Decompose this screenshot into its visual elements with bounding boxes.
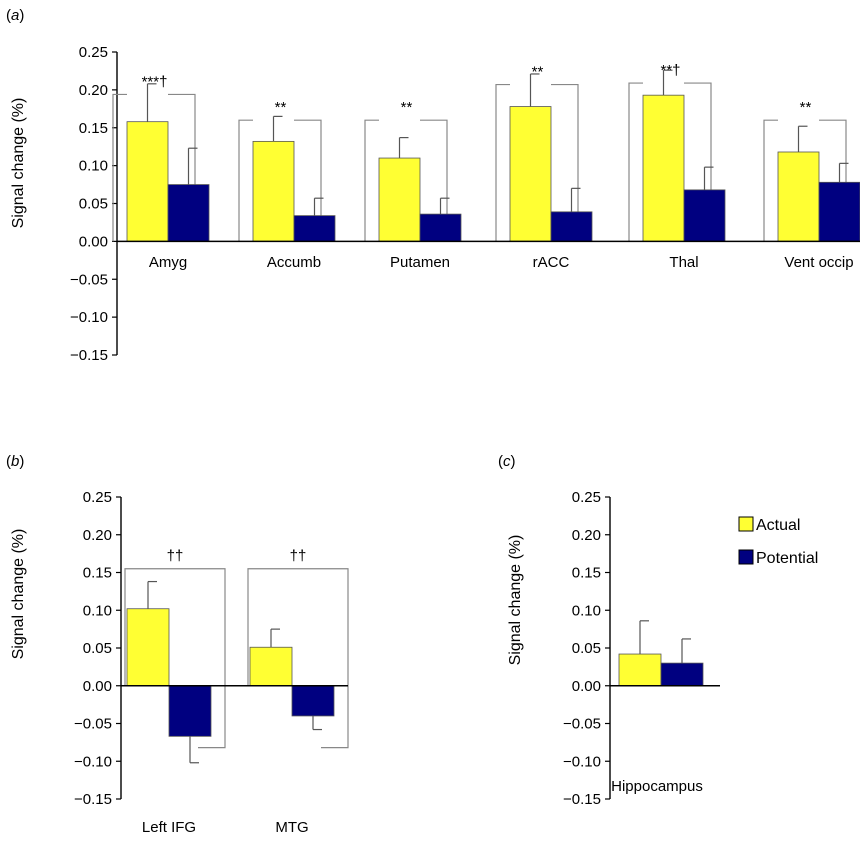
- y-tick-label: 0.15: [83, 565, 112, 582]
- bar-actual: [249, 646, 293, 687]
- y-tick-label: 0.10: [572, 602, 601, 619]
- bar-potential: [293, 215, 336, 242]
- bar-potential: [660, 662, 704, 687]
- y-tick-label: 0.00: [83, 678, 112, 695]
- bar-potential: [291, 685, 335, 717]
- y-tick-label: 0.05: [83, 640, 112, 657]
- panel-label-c: (c): [498, 453, 516, 470]
- bar-actual: [126, 608, 170, 687]
- significance-marker: **: [401, 99, 413, 116]
- legend: Actual Potential: [738, 516, 818, 567]
- legend-label-potential: Potential: [756, 550, 818, 567]
- y-tick-label: 0.05: [79, 196, 108, 213]
- y-tick-label: 0.10: [79, 158, 108, 175]
- significance-marker: ††: [290, 548, 307, 565]
- category-label: MTG: [275, 819, 308, 836]
- y-tick-label: 0.05: [572, 640, 601, 657]
- y-tick-label: 0.25: [572, 489, 601, 506]
- bar-actual: [378, 157, 421, 242]
- y-tick-label: −0.05: [74, 716, 112, 733]
- panel-b: (b) Signal change (%) 0.25 0.20 0.15 0.10 0.…: [6, 453, 349, 836]
- bar-actual: [509, 106, 552, 242]
- panel-c: (c) Signal change (%) Actual Potential 0…: [498, 453, 818, 808]
- panel-a: (a) Signal change (%) 0.25 0.20 0.15 0.10 0.…: [6, 7, 860, 364]
- bar-actual: [618, 653, 662, 687]
- category-label: rACC: [533, 254, 570, 271]
- significance-bracket: [247, 568, 349, 749]
- y-tick-label: 0.15: [572, 565, 601, 582]
- y-axis-label-b: Signal change (%): [10, 529, 27, 660]
- bar-potential: [683, 189, 726, 242]
- legend-swatch-potential: [738, 549, 754, 565]
- y-tick-label: −0.10: [70, 309, 108, 326]
- y-tick-label: −0.05: [70, 271, 108, 288]
- significance-bracket: [124, 568, 226, 749]
- panel-label-b: (b): [6, 453, 24, 470]
- y-tick-label: −0.15: [74, 791, 112, 808]
- y-tick-label: 0.20: [79, 82, 108, 99]
- y-tick-label: −0.10: [74, 753, 112, 770]
- significance-bracket: [495, 83, 579, 242]
- y-tick-label: 0.25: [83, 489, 112, 506]
- bar-potential: [419, 213, 462, 242]
- bar-potential: [550, 211, 593, 242]
- category-label: Amyg: [149, 254, 187, 271]
- category-label: Putamen: [390, 254, 450, 271]
- y-tick-label: 0.10: [83, 602, 112, 619]
- bar-potential: [168, 685, 212, 737]
- bar-potential: [167, 184, 210, 242]
- y-tick-label: 0.20: [83, 527, 112, 544]
- y-tick-label: 0.20: [572, 527, 601, 544]
- significance-marker: ***†: [142, 73, 168, 90]
- y-axis-label-a: Signal change (%): [10, 98, 27, 229]
- y-tick-label: 0.00: [79, 233, 108, 250]
- category-label: Hippocampus: [611, 778, 703, 795]
- panel-label-a: (a): [6, 7, 24, 24]
- bar-actual: [252, 140, 295, 242]
- category-label: Thal: [669, 254, 698, 271]
- significance-marker: **: [532, 64, 544, 81]
- y-tick-label: −0.05: [563, 716, 601, 733]
- category-label: Vent occip: [784, 254, 853, 271]
- legend-label-actual: Actual: [756, 517, 800, 534]
- significance-marker: ††: [167, 548, 184, 565]
- significance-marker: **: [275, 99, 287, 116]
- category-label: Accumb: [267, 254, 321, 271]
- bar-potential: [818, 181, 860, 242]
- significance-bracket: [238, 119, 322, 242]
- bar-actual: [126, 121, 169, 242]
- significance-marker: **: [800, 99, 812, 116]
- y-axis-label-c: Signal change (%): [507, 535, 524, 666]
- bar-actual: [777, 151, 820, 242]
- legend-swatch-actual: [738, 516, 754, 532]
- significance-bracket: [364, 119, 448, 242]
- y-tick-label: 0.00: [572, 678, 601, 695]
- y-tick-label: −0.15: [563, 791, 601, 808]
- y-tick-label: 0.15: [79, 120, 108, 137]
- y-tick-label: 0.25: [79, 44, 108, 61]
- significance-bracket: [628, 82, 712, 242]
- category-label: Left IFG: [142, 819, 196, 836]
- bar-actual: [642, 94, 685, 242]
- y-tick-label: −0.15: [70, 347, 108, 364]
- y-tick-label: −0.10: [563, 753, 601, 770]
